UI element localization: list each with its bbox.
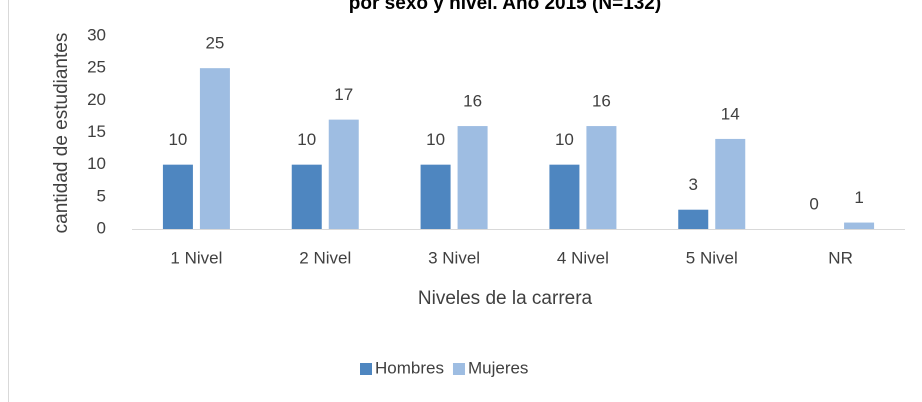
data-label: 3 xyxy=(689,175,698,194)
data-label: 10 xyxy=(168,130,187,149)
bar xyxy=(715,138,746,229)
data-label: 0 xyxy=(809,194,818,213)
bar xyxy=(199,68,230,230)
data-label: 10 xyxy=(426,130,445,149)
y-tick-label: 20 xyxy=(87,90,106,109)
bar xyxy=(549,164,580,229)
legend-label: Mujeres xyxy=(468,358,528,377)
bar xyxy=(844,222,875,229)
y-tick-label: 15 xyxy=(87,122,106,141)
bar xyxy=(291,164,322,229)
y-tick-label: 10 xyxy=(87,154,106,173)
chart-title: por sexo y nivel. Año 2015 (N=132) xyxy=(349,0,661,14)
x-tick-label: 2 Nivel xyxy=(299,248,351,267)
data-label: 1 xyxy=(854,188,863,207)
x-tick-label: 4 Nivel xyxy=(557,248,609,267)
legend-label: Hombres xyxy=(375,358,444,377)
bar xyxy=(162,164,193,229)
legend-swatch xyxy=(452,363,465,375)
x-axis-title: Niveles de la carrera xyxy=(418,288,593,309)
data-label: 16 xyxy=(592,92,611,111)
data-label: 25 xyxy=(205,34,224,53)
bar xyxy=(678,209,709,229)
y-tick-label: 0 xyxy=(97,218,106,237)
data-label: 10 xyxy=(555,130,574,149)
y-tick-label: 25 xyxy=(87,58,106,77)
y-tick-label: 30 xyxy=(87,25,106,44)
data-label: 17 xyxy=(334,85,353,104)
data-label: 16 xyxy=(463,92,482,111)
x-tick-label: NR xyxy=(828,248,853,267)
x-tick-label: 3 Nivel xyxy=(428,248,480,267)
x-tick-label: 5 Nivel xyxy=(686,248,738,267)
bar xyxy=(586,126,617,229)
y-axis-title: cantidad de estudiantes xyxy=(51,33,72,234)
legend-swatch xyxy=(360,363,372,375)
bar xyxy=(328,119,359,229)
bar xyxy=(457,126,488,229)
bar xyxy=(420,164,451,229)
y-tick-label: 5 xyxy=(97,186,106,205)
data-label: 14 xyxy=(721,104,740,123)
x-tick-label: 1 Nivel xyxy=(170,248,222,267)
data-label: 10 xyxy=(297,130,316,149)
